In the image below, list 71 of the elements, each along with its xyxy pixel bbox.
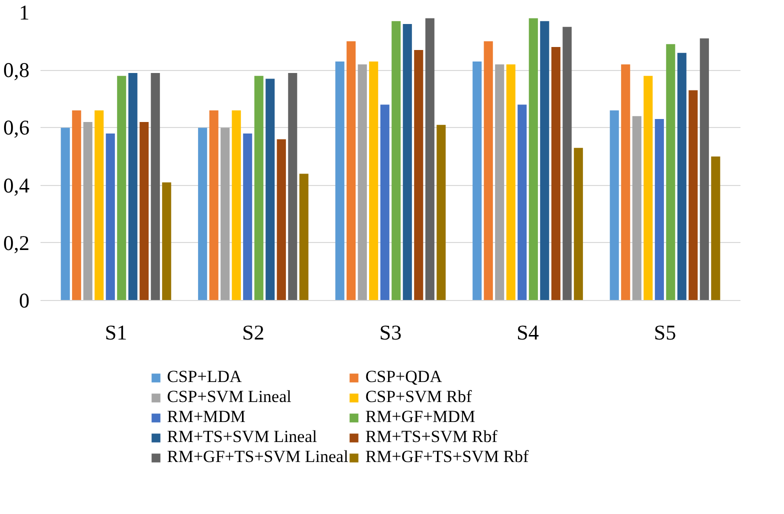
bar: [162, 182, 172, 300]
legend-label: CSP+QDA: [365, 367, 442, 387]
legend-label: CSP+SVM Rbf: [365, 387, 472, 407]
bar: [392, 21, 401, 300]
bar: [266, 78, 275, 300]
bar: [150, 72, 160, 300]
x-tick-label: S3: [379, 320, 402, 344]
bar: [72, 110, 82, 300]
y-tick-label: 0,8: [3, 58, 30, 82]
legend-label: RM+TS+SVM Rbf: [365, 427, 498, 447]
bar: [402, 24, 412, 300]
bar: [688, 90, 698, 300]
bar: [518, 104, 527, 300]
bar: [495, 64, 504, 300]
bar: [254, 76, 264, 300]
bar: [540, 21, 550, 300]
legend-label: RM+GF+TS+SVM Lineal: [167, 447, 348, 467]
bar: [346, 41, 356, 300]
bar: [610, 110, 619, 300]
legend-label: RM+GF+MDM: [365, 407, 476, 427]
bar: [472, 61, 482, 300]
bar: [369, 61, 378, 300]
bar: [644, 76, 653, 300]
bar: [654, 119, 664, 300]
bar: [117, 76, 126, 300]
y-tick-label: 0,4: [3, 173, 30, 198]
legend-label: CSP+SVM Lineal: [167, 387, 292, 407]
bar: [128, 72, 138, 300]
bar: [335, 61, 344, 300]
bar: [358, 64, 367, 300]
bar: [198, 128, 208, 300]
y-tick-label: 0,6: [3, 116, 30, 140]
bar: [243, 133, 252, 300]
bar: [380, 104, 390, 300]
bar: [436, 124, 446, 300]
bar: [506, 64, 516, 300]
bar: [83, 122, 92, 300]
y-tick-label: 1: [19, 0, 30, 24]
x-tick-label: S1: [104, 320, 128, 344]
bar: [94, 110, 104, 300]
bar: [106, 133, 115, 300]
legend-label: RM+GF+TS+SVM Rbf: [365, 447, 529, 467]
bar: [232, 110, 241, 300]
bar: [60, 128, 70, 300]
x-tick-label: S2: [242, 320, 264, 344]
bar: [574, 148, 583, 300]
x-tick-label: S4: [516, 320, 540, 344]
bar: [711, 156, 720, 300]
bar: [621, 64, 630, 300]
legend-label: RM+TS+SVM Lineal: [167, 427, 317, 447]
bar: [299, 174, 308, 300]
bar: [140, 122, 149, 300]
bar: [551, 47, 560, 300]
bar: [414, 50, 424, 300]
bar: [677, 52, 686, 300]
legend-label: CSP+LDA: [167, 367, 242, 387]
bar: [666, 44, 676, 300]
bar: [632, 116, 642, 300]
bar: [220, 128, 230, 300]
legend-label: RM+MDM: [167, 407, 246, 427]
bar: [528, 18, 538, 300]
bar: [209, 110, 218, 300]
bar: [288, 72, 298, 300]
bar: [562, 26, 572, 300]
bar: [276, 139, 286, 300]
bar: [484, 41, 493, 300]
y-tick-label: 0,2: [3, 230, 30, 255]
bar: [425, 18, 434, 300]
x-tick-label: S5: [654, 320, 676, 344]
bar: [700, 38, 709, 300]
y-tick-label: 0: [19, 288, 30, 312]
